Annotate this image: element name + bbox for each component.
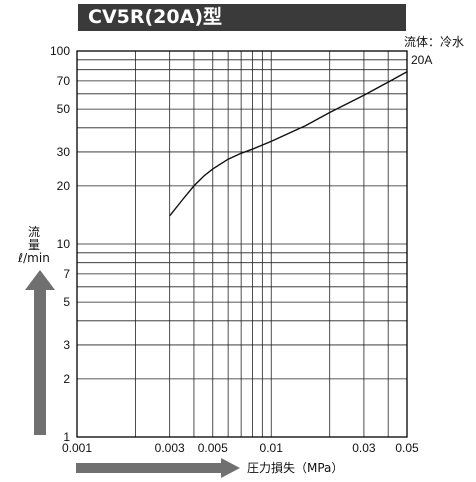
- x-tick-label: 0.05: [395, 441, 419, 455]
- y-tick-label: 50: [57, 102, 71, 116]
- y-axis-arrow: [25, 270, 55, 435]
- y-tick-labels: 1 2 3 5 7 10 20 30 50 70 100: [50, 44, 70, 444]
- x-tick-label: 0.003: [155, 441, 185, 455]
- y-tick-label: 3: [63, 338, 70, 352]
- series-line-20a: [169, 71, 408, 217]
- y-tick-label: 2: [63, 372, 70, 386]
- y-axis-label-char-2: 量: [27, 238, 40, 252]
- y-tick-label: 5: [63, 295, 70, 309]
- x-tick-label: 0.001: [62, 441, 92, 455]
- grid-lines: [77, 50, 408, 437]
- y-axis-label-char-1: 流: [27, 225, 40, 239]
- series-label: 20A: [411, 53, 432, 67]
- fluid-label: 流体：冷水: [403, 35, 464, 49]
- plot-frame: [76, 50, 408, 438]
- y-tick-label: 30: [57, 145, 71, 159]
- x-tick-labels: 0.001 0.003 0.005 0.01 0.03 0.05: [62, 441, 419, 455]
- y-tick-label: 20: [57, 179, 71, 193]
- title-bar: CV5R(20A)型: [78, 4, 406, 31]
- y-tick-label: 10: [57, 237, 71, 251]
- x-axis-arrow: [76, 458, 240, 478]
- x-axis-label: 圧力損失（MPa）: [247, 460, 343, 475]
- x-tick-label: 0.01: [260, 441, 284, 455]
- axis-arrows: [25, 270, 240, 478]
- x-tick-label: 0.005: [198, 441, 228, 455]
- y-tick-label: 1: [63, 430, 70, 444]
- y-axis-label: 流 量 ℓ/min: [12, 226, 56, 265]
- series-group: 20A: [169, 53, 432, 217]
- y-tick-label: 70: [57, 74, 71, 88]
- chart-title: CV5R(20A)型: [88, 6, 223, 28]
- y-axis-label-unit: ℓ/min: [18, 251, 50, 265]
- x-tick-label: 0.03: [352, 441, 376, 455]
- y-tick-label: 100: [50, 44, 70, 58]
- y-tick-label: 7: [63, 267, 70, 281]
